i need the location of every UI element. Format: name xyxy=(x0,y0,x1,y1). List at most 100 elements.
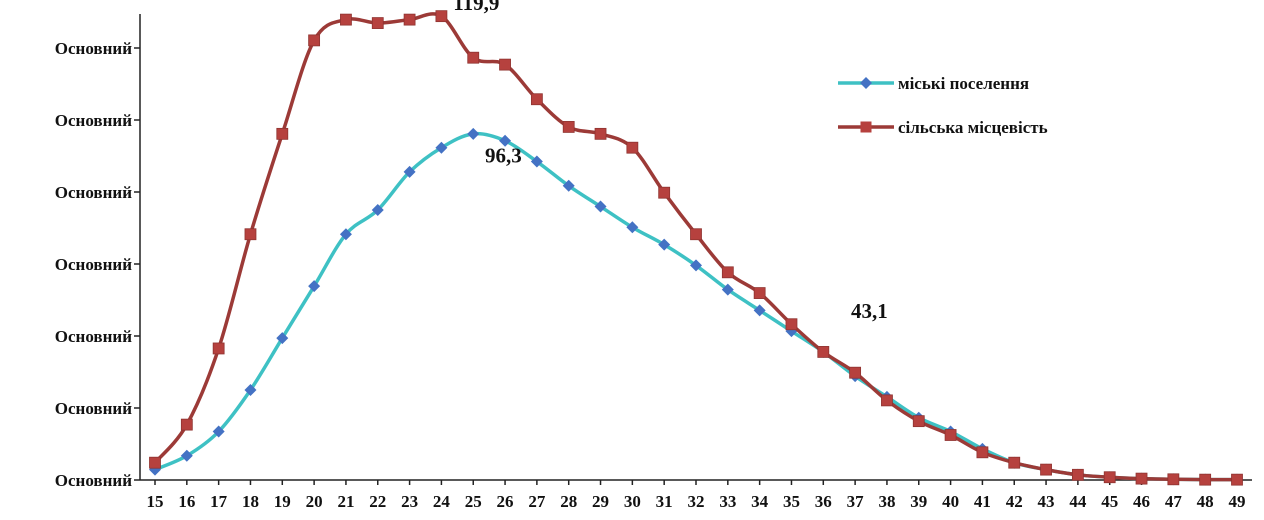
data-point xyxy=(467,51,480,64)
data-point xyxy=(658,238,671,251)
data-point xyxy=(753,304,766,317)
data-point xyxy=(626,141,639,154)
data-point xyxy=(1231,473,1243,486)
data-point xyxy=(499,58,511,71)
y-tick-label: Основний xyxy=(55,327,132,346)
data-point xyxy=(276,127,289,140)
series-1 xyxy=(149,127,1243,486)
legend-marker xyxy=(860,77,872,89)
x-tick-label: 36 xyxy=(815,492,832,511)
data-point xyxy=(467,127,480,140)
x-tick-label: 47 xyxy=(1165,492,1183,511)
series-layer xyxy=(149,10,1243,486)
data-point xyxy=(690,228,702,241)
legend-item: міські поселення xyxy=(838,74,1029,93)
legend-marker xyxy=(860,121,872,133)
data-annotation: 119,9 xyxy=(453,0,499,15)
data-point xyxy=(180,449,193,462)
x-tick-label: 20 xyxy=(306,492,323,511)
x-tick-label: 18 xyxy=(242,492,259,511)
y-tick-label: Основний xyxy=(55,183,132,202)
data-point xyxy=(1071,468,1084,481)
data-point xyxy=(403,13,416,26)
x-tick-label: 48 xyxy=(1197,492,1214,511)
annotations: 119,9 96,3 43,1 xyxy=(453,0,888,323)
x-tick-label: 33 xyxy=(719,492,736,511)
x-tick-label: 37 xyxy=(847,492,865,511)
data-point xyxy=(721,283,734,296)
data-point xyxy=(1135,472,1148,485)
x-tick-label: 24 xyxy=(433,492,451,511)
x-tick-label: 41 xyxy=(974,492,991,511)
x-tick-label: 34 xyxy=(751,492,769,511)
data-point xyxy=(785,318,798,331)
x-tick-label: 39 xyxy=(910,492,927,511)
data-point xyxy=(435,10,448,23)
data-point xyxy=(1167,473,1180,486)
data-annotation: 43,1 xyxy=(851,299,888,323)
data-annotation: 96,3 xyxy=(485,143,522,167)
x-tick-label: 19 xyxy=(274,492,291,511)
x-tick-label: 25 xyxy=(465,492,482,511)
data-point xyxy=(339,228,352,241)
x-tick-label: 45 xyxy=(1101,492,1118,511)
data-point xyxy=(658,186,671,199)
data-point xyxy=(530,155,543,168)
data-point xyxy=(594,127,607,140)
series-2 xyxy=(149,10,1243,486)
data-point xyxy=(308,280,321,293)
data-point xyxy=(276,332,289,345)
x-tick-label: 30 xyxy=(624,492,641,511)
data-point xyxy=(371,17,384,29)
x-tick-label: 23 xyxy=(401,492,418,511)
x-tick-label: 15 xyxy=(147,492,164,511)
data-point xyxy=(1199,473,1212,486)
data-point xyxy=(690,259,702,272)
y-tick-label: Основний xyxy=(55,111,132,130)
data-point xyxy=(308,34,321,47)
x-tick-label: 40 xyxy=(942,492,959,511)
data-point xyxy=(244,228,257,241)
data-point xyxy=(530,93,543,106)
x-tick-label: 28 xyxy=(560,492,577,511)
x-tick-label: 27 xyxy=(528,492,546,511)
y-axis-ticks: Основний Основний Основний Основний Основний… xyxy=(55,39,140,490)
x-tick-label: 17 xyxy=(210,492,228,511)
y-tick-label: Основний xyxy=(55,471,132,490)
data-point xyxy=(244,384,257,396)
x-tick-label: 35 xyxy=(783,492,800,511)
data-point xyxy=(562,121,575,133)
x-tick-label: 46 xyxy=(1133,492,1150,511)
x-tick-label: 31 xyxy=(656,492,673,511)
x-tick-label: 38 xyxy=(878,492,895,511)
data-point xyxy=(340,13,352,26)
legend-label: сільська місцевість xyxy=(898,118,1048,137)
data-point xyxy=(499,134,512,147)
data-point xyxy=(849,366,862,379)
axes xyxy=(139,14,1252,481)
x-tick-label: 16 xyxy=(178,492,195,511)
data-point xyxy=(371,204,384,216)
x-tick-label: 29 xyxy=(592,492,609,511)
legend: міські поселення сільська місцевість xyxy=(838,74,1048,137)
y-tick-label: Основний xyxy=(55,39,132,58)
legend-label: міські поселення xyxy=(898,74,1029,93)
x-axis-ticks: 15 16 17 18 19 20 21 22 23 24 25 26 27 28 29 30 31 32 33 34… xyxy=(147,480,1246,511)
data-point xyxy=(180,418,193,431)
data-point xyxy=(912,415,925,428)
x-tick-label: 32 xyxy=(688,492,705,511)
legend-item: сільська місцевість xyxy=(838,118,1048,137)
data-point xyxy=(562,179,575,192)
data-point xyxy=(594,200,607,213)
data-point xyxy=(944,429,957,441)
data-point xyxy=(149,456,161,469)
data-point xyxy=(881,394,893,407)
data-point xyxy=(1040,463,1052,476)
data-point xyxy=(721,266,734,279)
data-point xyxy=(753,287,766,299)
series-line xyxy=(153,12,1238,482)
data-point xyxy=(976,446,989,459)
x-tick-label: 21 xyxy=(337,492,354,511)
y-tick-label: Основний xyxy=(55,255,132,274)
